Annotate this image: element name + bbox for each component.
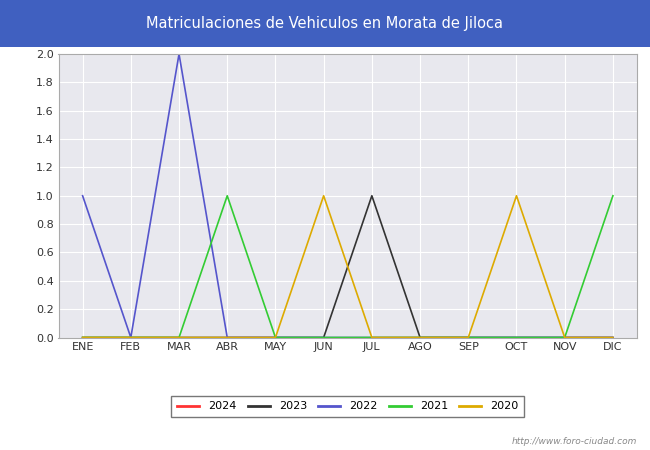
Text: Matriculaciones de Vehiculos en Morata de Jiloca: Matriculaciones de Vehiculos en Morata d… — [146, 16, 504, 31]
Legend: 2024, 2023, 2022, 2021, 2020: 2024, 2023, 2022, 2021, 2020 — [172, 396, 524, 417]
Text: http://www.foro-ciudad.com: http://www.foro-ciudad.com — [512, 436, 637, 446]
